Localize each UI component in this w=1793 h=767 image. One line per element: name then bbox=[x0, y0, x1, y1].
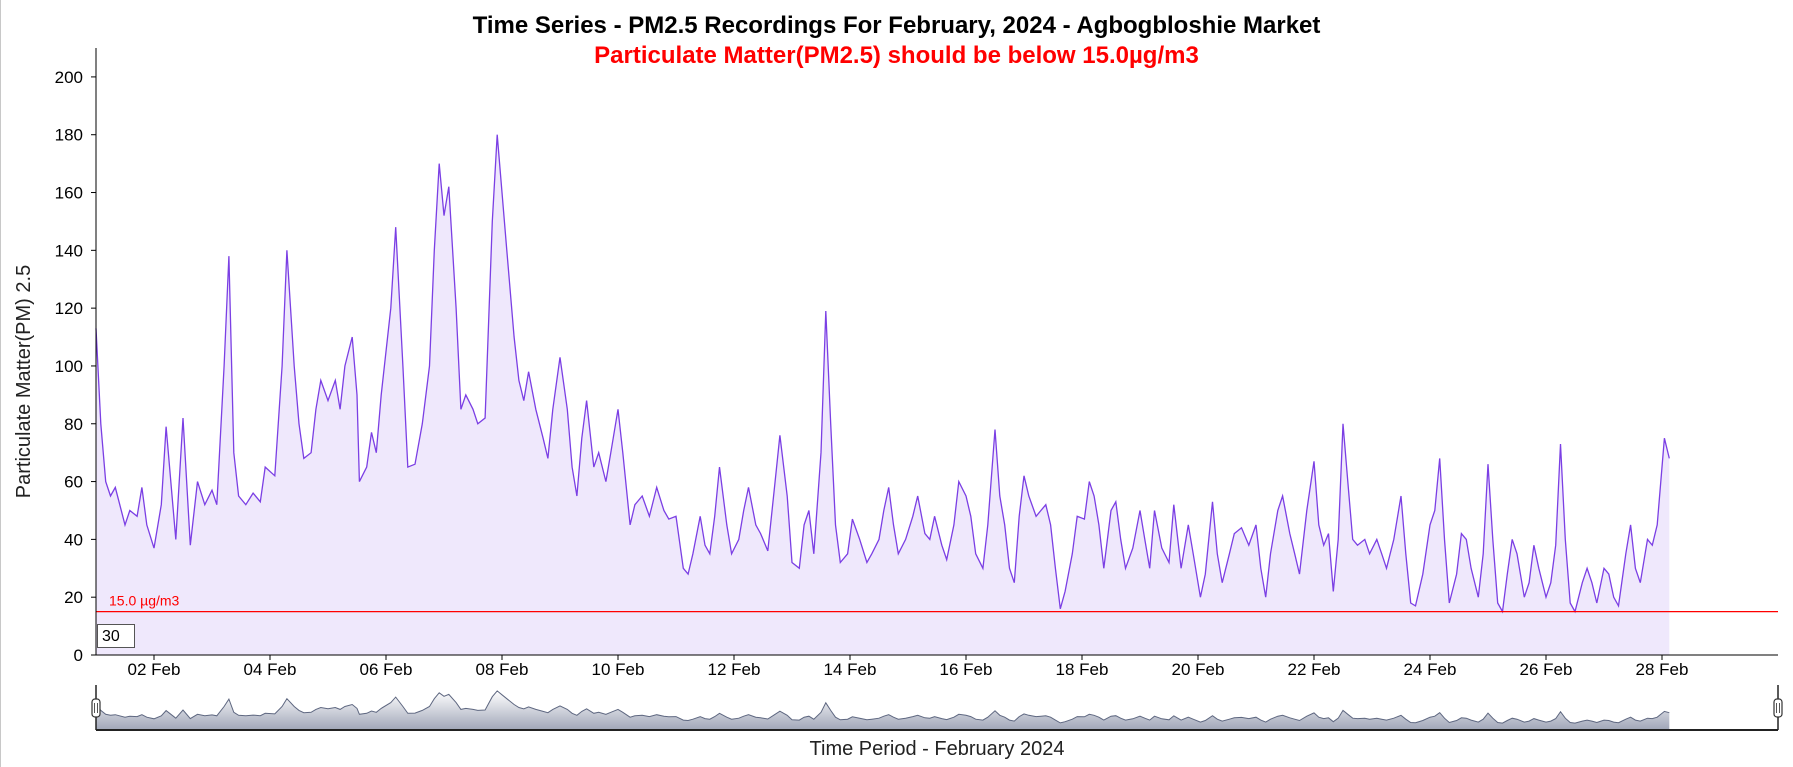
y-tick-label: 40 bbox=[64, 530, 83, 549]
x-tick-label: 04 Feb bbox=[244, 660, 297, 679]
range-selector[interactable] bbox=[91, 685, 1783, 731]
frame-border bbox=[0, 0, 1, 767]
y-tick-label: 20 bbox=[64, 588, 83, 607]
range-selector-mini-line bbox=[95, 690, 1670, 724]
y-tick-label: 140 bbox=[55, 241, 83, 260]
range-handle-left[interactable] bbox=[91, 685, 101, 730]
series-area-fill bbox=[96, 134, 1670, 655]
x-tick-label: 02 Feb bbox=[128, 660, 181, 679]
x-tick-label: 14 Feb bbox=[824, 660, 877, 679]
x-tick-label: 18 Feb bbox=[1056, 660, 1109, 679]
x-tick-label: 24 Feb bbox=[1404, 660, 1457, 679]
y-tick-label: 60 bbox=[64, 473, 83, 492]
series-line bbox=[95, 134, 1670, 614]
y-tick-label: 80 bbox=[64, 415, 83, 434]
y-tick-label: 0 bbox=[74, 646, 83, 665]
chart-title: Time Series - PM2.5 Recordings For Febru… bbox=[472, 12, 1321, 39]
y-axis-label: Particulate Matter(PM) 2.5 bbox=[13, 265, 35, 498]
x-tick-label: 10 Feb bbox=[592, 660, 645, 679]
x-tick-label: 16 Feb bbox=[940, 660, 993, 679]
y-tick-label: 120 bbox=[55, 299, 83, 318]
x-tick-label: 28 Feb bbox=[1636, 660, 1689, 679]
range-selector-mini-area bbox=[96, 690, 1670, 730]
plot-area: 15.0 µg/m3 bbox=[95, 48, 1778, 656]
x-tick-label: 20 Feb bbox=[1172, 660, 1225, 679]
x-axis-ticks: 02 Feb 04 Feb 06 Feb 08 Feb 10 Feb 12 Feb 14 F… bbox=[128, 655, 1689, 679]
x-tick-label: 08 Feb bbox=[476, 660, 529, 679]
range-handle-right[interactable] bbox=[1773, 685, 1783, 730]
y-tick-label: 160 bbox=[55, 184, 83, 203]
y-axis-ticks: 0 20 40 60 80 100 120 140 160 180 200 bbox=[55, 68, 96, 665]
y-tick-label: 200 bbox=[55, 68, 83, 87]
roll-period-input[interactable]: 30 bbox=[97, 624, 135, 648]
x-tick-label: 12 Feb bbox=[708, 660, 761, 679]
chart-subtitle: Particulate Matter(PM2.5) should be belo… bbox=[594, 42, 1199, 69]
x-tick-label: 06 Feb bbox=[360, 660, 413, 679]
x-tick-label: 22 Feb bbox=[1288, 660, 1341, 679]
x-axis-label: Time Period - February 2024 bbox=[810, 738, 1065, 760]
y-tick-label: 180 bbox=[55, 126, 83, 145]
range-handle-grip bbox=[91, 698, 101, 718]
range-handle-grip bbox=[1773, 698, 1783, 718]
x-tick-label: 26 Feb bbox=[1520, 660, 1573, 679]
threshold-label: 15.0 µg/m3 bbox=[109, 593, 180, 609]
y-tick-label: 100 bbox=[55, 357, 83, 376]
